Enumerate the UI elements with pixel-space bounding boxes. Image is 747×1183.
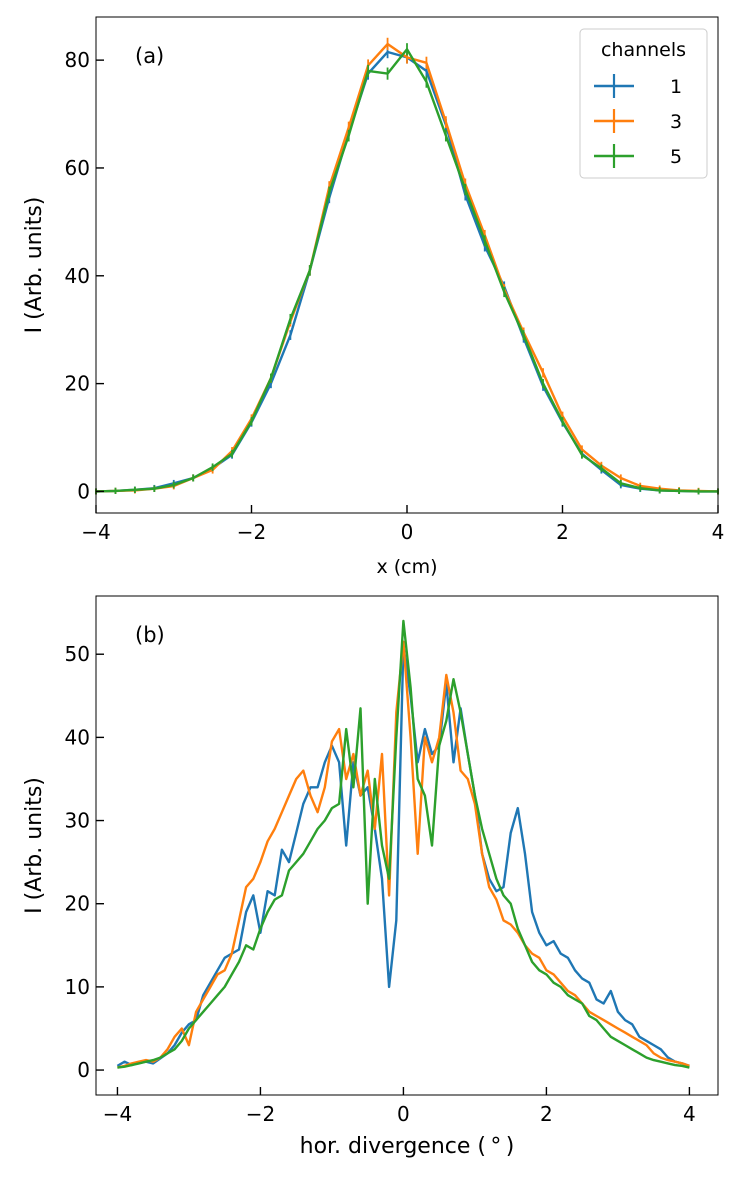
panel-b-y-axis-label: I (Arb. units)	[22, 777, 47, 914]
y-tick-label: 0	[77, 479, 90, 503]
legend-entry-1: 1	[594, 74, 682, 98]
legend-box	[579, 28, 708, 179]
panel-a-x-axis-label: x (cm)	[376, 556, 437, 578]
x-tick-label: 4	[712, 520, 725, 544]
series-3	[117, 640, 690, 1069]
legend-label: 1	[670, 76, 682, 98]
x-tick-label: −2	[246, 1102, 275, 1126]
legend-entry-5: 5	[594, 144, 682, 168]
y-tick-label: 50	[65, 642, 90, 666]
x-tick-label: 4	[683, 1102, 696, 1126]
panel-b-label: (b)	[135, 623, 165, 647]
legend-entries: 1 3 5	[594, 74, 682, 168]
series-5	[117, 619, 690, 1069]
panel-a-series	[95, 37, 719, 495]
legend-entry-3: 3	[594, 109, 682, 133]
series-line-3	[117, 640, 690, 1069]
legend: channels 1 3 5	[579, 28, 708, 179]
x-tick-label: 0	[397, 1102, 410, 1126]
y-tick-label: 20	[65, 372, 90, 396]
x-tick-label: −4	[103, 1102, 132, 1126]
panel-b-x-axis-label: hor. divergence ( ° )	[300, 1134, 515, 1159]
y-tick-label: 20	[65, 892, 90, 916]
series-5	[95, 43, 719, 495]
x-tick-label: 0	[401, 520, 414, 544]
y-tick-label: 40	[65, 725, 90, 749]
legend-title: channels	[601, 39, 686, 61]
y-tick-label: 40	[65, 264, 90, 288]
y-tick-label: 80	[65, 48, 90, 72]
panel-b-plot-frame	[95, 595, 719, 1096]
legend-label: 3	[670, 111, 682, 133]
y-tick-label: 0	[77, 1058, 90, 1082]
panel-a-y-axis-label: I (Arb. units)	[22, 197, 47, 334]
panel-b-series	[116, 619, 690, 1069]
x-tick-label: 2	[540, 1102, 553, 1126]
y-tick-label: 60	[65, 156, 90, 180]
y-tick-label: 30	[65, 809, 90, 833]
series-line-1	[116, 644, 690, 1068]
legend-label: 5	[670, 146, 682, 168]
y-tick-label: 10	[65, 975, 90, 999]
x-tick-label: 2	[556, 520, 569, 544]
series-1	[116, 644, 690, 1068]
series-line-5	[117, 619, 690, 1069]
panel-a-label: (a)	[135, 44, 164, 68]
x-tick-label: −4	[81, 520, 110, 544]
x-tick-label: −2	[237, 520, 266, 544]
